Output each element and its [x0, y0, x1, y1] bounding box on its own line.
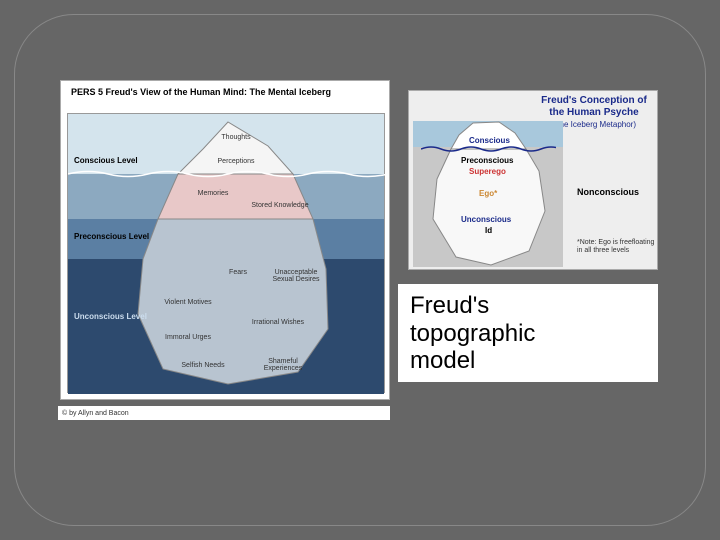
right-subtitle: (The Iceberg Metaphor) — [552, 120, 636, 129]
left-title: PERS 5 Freud's View of the Human Mind: T… — [71, 87, 331, 98]
caption-line1: Freud's — [410, 292, 489, 319]
conscious-label: Conscious — [469, 136, 510, 145]
selfish-label: Selfish Needs — [163, 362, 243, 369]
thoughts-label: Thoughts — [196, 134, 276, 141]
right-title-main: Freud's Conception of the Human Psyche — [541, 95, 647, 118]
right-footnote: *Note: Ego is freefloating in all three … — [577, 239, 657, 254]
irrational-label: Irrational Wishes — [238, 319, 318, 326]
stored-knowledge-label: Stored Knowledge — [240, 202, 320, 209]
caption-line2: topographic — [410, 320, 535, 347]
id-label: Id — [485, 226, 492, 235]
perceptions-label: Perceptions — [196, 158, 276, 165]
superego-label: Superego — [469, 167, 506, 176]
left-chart: Conscious Level Preconscious Level Uncon… — [67, 113, 385, 393]
preconscious-level-label: Preconscious Level — [74, 232, 149, 241]
shameful-label: Shameful Experiences — [253, 358, 313, 372]
ego-label: Ego* — [479, 189, 497, 198]
right-diagram: Freud's Conception of the Human Psyche (… — [408, 90, 658, 270]
unconscious-label: Unconscious — [461, 215, 511, 224]
unconscious-level-label: Unconscious Level — [74, 312, 147, 321]
violent-label: Violent Motives — [148, 299, 228, 306]
caption-box: Freud's topographic model — [398, 284, 658, 382]
left-credit: © by Allyn and Bacon — [58, 406, 390, 420]
immoral-label: Immoral Urges — [148, 334, 228, 341]
nonconscious-label: Nonconscious — [577, 187, 639, 197]
unacceptable-label: Unacceptable Sexual Desires — [266, 269, 326, 283]
conscious-level-label: Conscious Level — [74, 156, 138, 165]
memories-label: Memories — [173, 190, 253, 197]
caption-line3: model — [410, 347, 475, 374]
preconscious-label: Preconscious — [461, 156, 513, 165]
left-diagram: PERS 5 Freud's View of the Human Mind: T… — [60, 80, 390, 400]
